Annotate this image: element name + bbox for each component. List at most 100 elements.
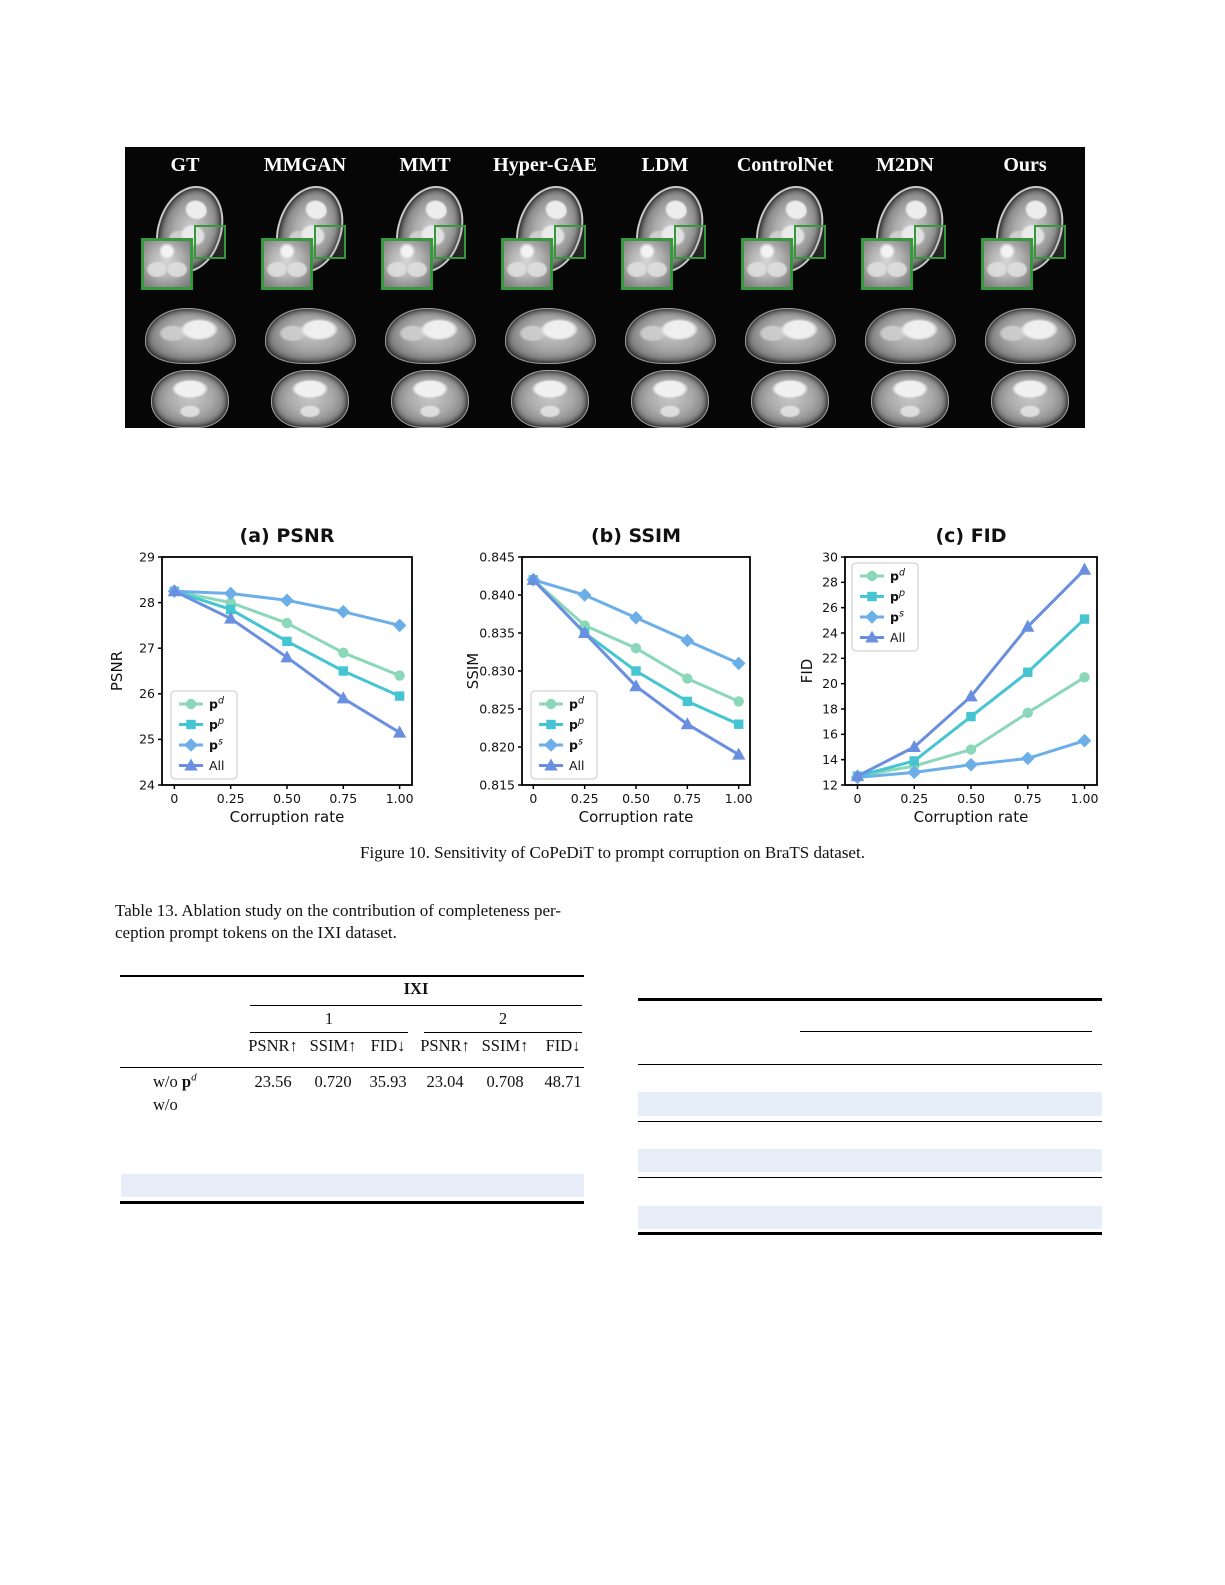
legend-label: ps — [890, 608, 904, 624]
zoom-inset-image — [381, 238, 433, 290]
table13-top-rule — [120, 975, 584, 977]
legend-label: All — [209, 758, 225, 773]
roi-green-box — [434, 225, 466, 259]
legend-label: ps — [569, 736, 583, 752]
roi-green-box — [914, 225, 946, 259]
series-line-All — [855, 568, 1087, 778]
table13-caption-line1: Table 13. Ablation study on the contribu… — [115, 901, 562, 920]
marker-triangle — [577, 626, 592, 639]
right-table-highlight-row-3 — [638, 1206, 1102, 1229]
y-tick-label: 29 — [139, 549, 155, 564]
y-tick-label: 28 — [822, 575, 838, 590]
table13-row1-psnr-2: 23.04 — [426, 1072, 464, 1091]
marker-diamond — [223, 586, 238, 601]
x-tick-label: 0.75 — [329, 791, 357, 806]
col-header-ssim-1: SSIM↑ — [309, 1036, 357, 1055]
figure-column-hyper-gae: Hyper-GAE — [485, 147, 605, 428]
legend: pd pp ps All — [851, 562, 919, 652]
series-line-ps — [172, 589, 402, 627]
sagittal-brain-image — [985, 308, 1076, 364]
table13-row1-ssim-1: 0.720 — [314, 1072, 352, 1091]
figure10-image-panel: GT MMGAN MMT Hyper-GAE LDM — [125, 147, 1085, 428]
marker-triangle — [1021, 619, 1035, 632]
y-tick-label: 27 — [139, 641, 155, 656]
legend-label: pp — [209, 716, 224, 732]
marker-square — [338, 666, 349, 676]
marker-diamond — [544, 738, 558, 752]
marker-diamond — [907, 765, 922, 780]
zoom-inset-image — [501, 238, 553, 290]
legend: pd pp ps All — [170, 690, 238, 780]
marker-square — [225, 604, 236, 615]
marker-circle — [909, 760, 920, 772]
legend-label: All — [569, 758, 585, 773]
marker-circle — [1079, 672, 1090, 683]
axis-box — [161, 556, 413, 786]
sagittal-brain-image — [625, 308, 716, 364]
chart-bssim: (b) SSIM 0 0.25 0.50 0.75 1.00 0.815 0.820 0.825… — [464, 525, 753, 826]
y-tick-label: 14 — [822, 752, 838, 767]
y-tick-label: 0.840 — [479, 587, 515, 602]
marker-square — [734, 719, 744, 729]
col-header-fid-2: FID↓ — [545, 1036, 581, 1055]
marker-square — [867, 591, 877, 602]
marker-square — [1023, 667, 1033, 677]
method-label: MMGAN — [263, 154, 347, 176]
marker-square — [966, 711, 976, 722]
marker-circle — [169, 586, 180, 597]
y-tick-label: 0.835 — [479, 625, 515, 640]
marker-circle — [682, 673, 693, 684]
x-axis-label: Corruption rate — [914, 808, 1029, 826]
right-table-rule-1 — [638, 1121, 1102, 1123]
marker-triangle — [850, 769, 865, 782]
marker-diamond — [184, 738, 198, 752]
y-tick-label: 22 — [822, 651, 838, 666]
series-line-ps — [855, 739, 1087, 779]
marker-diamond — [629, 611, 643, 625]
marker-circle — [1022, 707, 1033, 718]
col-header-psnr-2: PSNR↑ — [420, 1036, 470, 1055]
coronal-brain-image — [991, 370, 1069, 428]
y-tick-label: 28 — [139, 595, 155, 610]
series-line-pd — [855, 675, 1087, 778]
y-tick-label: 24 — [822, 625, 838, 640]
figure-column-mmt: MMT — [365, 147, 485, 428]
x-tick-label: 1.00 — [1071, 791, 1099, 806]
x-tick-label: 0.75 — [1014, 791, 1042, 806]
x-tick-label: 0.25 — [217, 791, 245, 806]
chart-title: (b) SSIM — [591, 525, 681, 547]
x-tick-label: 1.00 — [386, 791, 414, 806]
marker-circle — [225, 597, 236, 608]
marker-triangle — [964, 689, 978, 702]
x-tick-label: 0.25 — [571, 791, 599, 806]
zoom-inset-image — [741, 238, 793, 290]
table13-subgroup1-rule — [250, 1032, 408, 1034]
y-tick-label: 16 — [822, 727, 838, 742]
coronal-brain-image — [751, 370, 829, 428]
axis-box — [844, 556, 1098, 786]
sagittal-brain-image — [385, 308, 476, 364]
table13-row1-ssim-2: 0.708 — [486, 1072, 524, 1091]
method-label: MMT — [399, 154, 451, 176]
series-line-pp — [172, 589, 402, 698]
y-tick-label: 0.820 — [479, 739, 515, 754]
method-label: GT — [170, 154, 200, 176]
y-tick-label: 20 — [822, 676, 838, 691]
x-tick-label: 0.25 — [900, 791, 928, 806]
marker-diamond — [964, 757, 978, 772]
y-axis-label: FID — [798, 659, 816, 684]
marker-diamond — [731, 656, 746, 671]
marker-diamond — [392, 618, 407, 633]
table13-dataset-header: IXI — [403, 979, 429, 998]
y-tick-label: 0.825 — [479, 701, 515, 716]
marker-diamond — [577, 588, 592, 602]
marker-triangle — [865, 630, 879, 643]
marker-square — [546, 719, 556, 730]
coronal-brain-image — [631, 370, 709, 428]
row1-token-sup: d — [191, 1071, 197, 1084]
sagittal-brain-image — [505, 308, 596, 364]
figure-column-ours: Ours — [965, 147, 1085, 428]
y-tick-label: 24 — [139, 777, 155, 792]
col-header-ssim-2: SSIM↑ — [481, 1036, 529, 1055]
